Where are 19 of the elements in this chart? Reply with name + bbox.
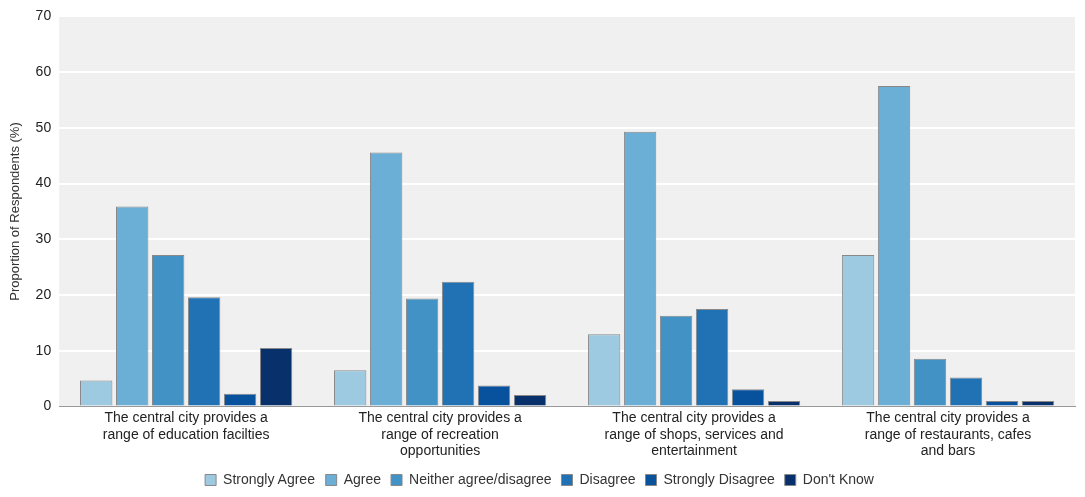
y-tick-label: 20: [35, 285, 52, 302]
x-tick-label: The central city provides a range of education facilties: [102, 408, 270, 442]
y-tick-label: 60: [35, 63, 52, 79]
y-tick-label: 70: [35, 7, 52, 24]
legend-label: Don't Know: [802, 470, 875, 487]
y-tick-label: 0: [43, 397, 52, 414]
x-tick-label: The central city provides a range of recreation opportunities: [358, 408, 523, 459]
legend-label: Strongly Disagree: [663, 470, 775, 487]
y-tick-label: 30: [35, 230, 52, 247]
y-axis-title: Proportion of Respondents (%): [7, 122, 23, 301]
y-tick-label: 10: [35, 341, 52, 358]
x-tick-label: The central city provides a range of shops, services and entertainment: [604, 408, 784, 459]
x-tick-label: The central city provides a range of restaurants, cafes and bars: [864, 408, 1032, 459]
legend-label: Agree: [343, 470, 382, 487]
legend-label: Strongly Agree: [223, 470, 316, 487]
y-tick-label: 40: [35, 174, 52, 191]
y-tick-label: 50: [35, 118, 52, 135]
legend-label: Disagree: [579, 470, 636, 487]
legend-label: Neither agree/disagree: [409, 470, 552, 487]
